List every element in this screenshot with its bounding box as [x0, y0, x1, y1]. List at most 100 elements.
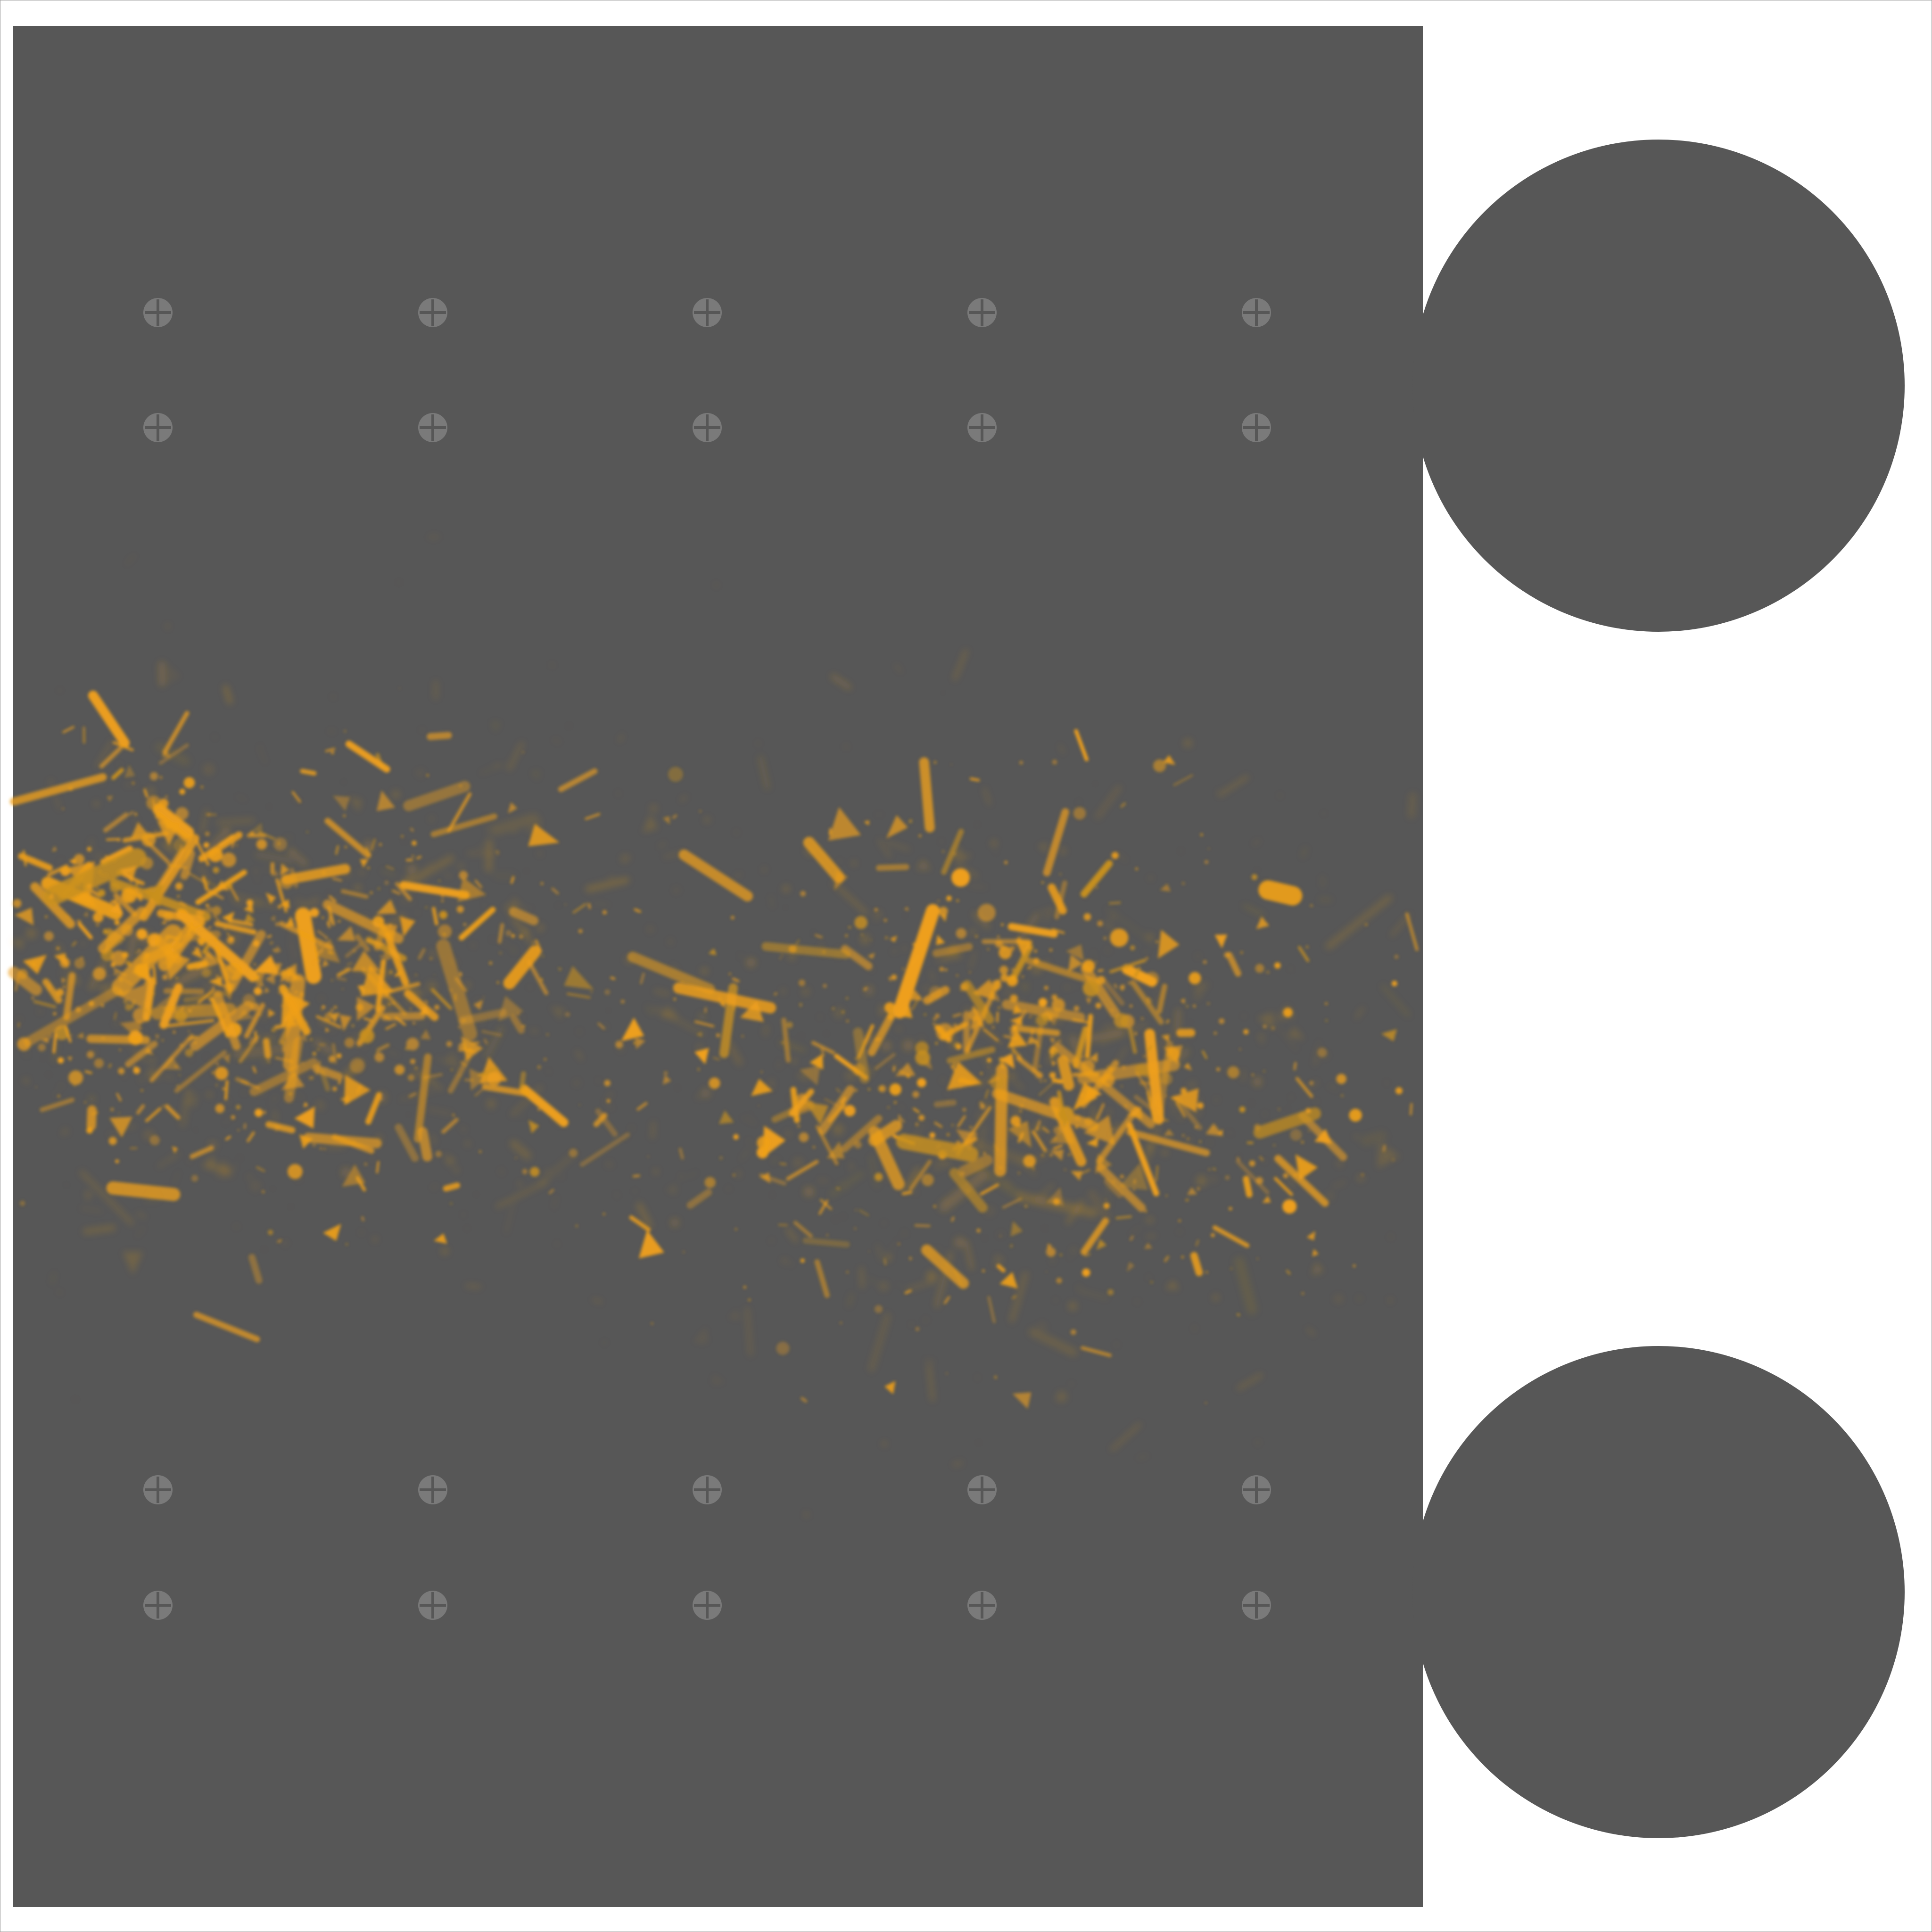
particle-fragment: [457, 863, 464, 870]
particle-fragment: [597, 1023, 605, 1030]
particle-fragment: [521, 751, 524, 753]
particle-fragment: [475, 1193, 478, 1196]
particle-fragment: [1106, 1109, 1112, 1115]
particle-fragment: [208, 997, 211, 1002]
particle-fragment: [929, 970, 935, 982]
particle-fragment: [1017, 937, 1021, 941]
particle-fragment: [1263, 1160, 1266, 1163]
particle-fragment: [1258, 1034, 1264, 1044]
particle-fragment: [397, 581, 400, 584]
particle-fragment: [999, 946, 1012, 959]
particle-fragment: [485, 839, 493, 873]
particle-fragment: [450, 1069, 453, 1072]
particle-fragment: [508, 802, 518, 814]
particle-fragment: [252, 899, 261, 908]
particle-fragment: [212, 1071, 215, 1074]
particle-fragment: [125, 1040, 158, 1068]
particle-fragment: [1203, 960, 1207, 964]
particle-fragment: [273, 837, 287, 851]
particle-fragment: [180, 1006, 184, 1011]
particle-fragment: [505, 930, 512, 936]
particle-fragment: [345, 943, 362, 958]
particle-fragment: [826, 1141, 845, 1158]
particle-fragment: [312, 897, 321, 906]
particle-fragment: [459, 784, 462, 787]
particle-fragment: [1010, 1221, 1023, 1237]
particle-fragment: [571, 1079, 580, 1087]
particle-fragment: [107, 975, 109, 977]
particle-fragment: [405, 1046, 410, 1050]
particle-fragment: [93, 850, 106, 860]
particle-fragment: [919, 757, 935, 833]
particle-fragment: [1353, 1264, 1355, 1267]
particle-fragment: [1250, 1102, 1253, 1105]
particle-fragment: [1009, 943, 1033, 982]
particle-fragment: [1094, 783, 1097, 785]
particle-fragment: [651, 1121, 655, 1139]
particle-fragment: [995, 994, 1000, 1002]
particle-fragment: [325, 1027, 330, 1032]
particle-fragment: [111, 768, 124, 780]
particle-fragment: [87, 847, 91, 851]
particle-fragment: [679, 1174, 684, 1179]
particle-fragment: [952, 649, 968, 681]
particle-fragment: [546, 1069, 551, 1073]
particle-fragment: [786, 1097, 789, 1100]
particle-fragment: [829, 1171, 865, 1197]
particle-fragment: [1183, 739, 1192, 748]
particle-fragment: [1164, 1129, 1174, 1136]
particle-fragment: [332, 1086, 337, 1091]
particle-fragment: [678, 1148, 684, 1160]
particle-fragment: [121, 1002, 124, 1005]
particle-fragment: [469, 1068, 487, 1091]
particle-fragment: [1110, 1423, 1141, 1452]
particle-fragment: [268, 1008, 275, 1018]
particle-fragment: [61, 977, 66, 984]
particle-fragment: [115, 1159, 119, 1164]
particle-fragment: [47, 1073, 50, 1076]
particle-fragment: [1096, 1164, 1146, 1212]
particle-fragment: [789, 1262, 793, 1266]
particle-fragment: [621, 1017, 644, 1041]
particle-fragment: [354, 884, 362, 892]
particle-fragment: [58, 689, 61, 692]
particle-fragment: [1126, 1262, 1135, 1272]
particle-fragment: [117, 762, 122, 767]
particle-fragment: [317, 1101, 320, 1104]
particle-fragment: [1135, 867, 1138, 870]
particle-fragment: [1258, 1033, 1265, 1040]
particle-fragment: [10, 939, 25, 950]
particle-fragment: [1255, 1440, 1260, 1445]
particle-fragment: [1043, 808, 1069, 876]
particle-fragment: [128, 1030, 143, 1045]
particle-fragment: [58, 1095, 60, 1098]
particle-fragment: [271, 1034, 276, 1040]
particle-fragment: [802, 1237, 850, 1248]
particle-fragment: [265, 892, 276, 904]
particle-fragment: [733, 1134, 739, 1140]
particle-fragment: [1002, 1197, 1022, 1209]
particle-fragment: [1059, 873, 1062, 875]
particle-fragment: [1141, 1017, 1144, 1020]
particle-fragment: [350, 962, 353, 965]
crosshair-circle-icon: [1242, 1591, 1271, 1620]
particle-fragment: [291, 791, 301, 803]
particle-fragment: [696, 1095, 700, 1099]
particle-fragment: [941, 828, 964, 875]
particle-fragment: [1170, 1088, 1199, 1113]
particle-fragment: [38, 1009, 42, 1014]
particle-fragment: [300, 768, 317, 776]
particle-fragment: [1073, 1006, 1080, 1012]
particle-fragment: [32, 858, 35, 860]
particle-fragment: [1155, 988, 1158, 991]
particle-fragment: [303, 1102, 308, 1107]
particle-fragment: [222, 1087, 225, 1090]
particle-fragment: [237, 1009, 254, 1021]
particle-fragment: [370, 892, 373, 894]
particle-fragment: [735, 1228, 737, 1230]
particle-fragment: [804, 1187, 814, 1197]
particle-fragment: [977, 904, 996, 922]
particle-fragment: [1120, 802, 1126, 808]
particle-fragment: [196, 909, 204, 917]
particle-fragment: [851, 860, 857, 866]
